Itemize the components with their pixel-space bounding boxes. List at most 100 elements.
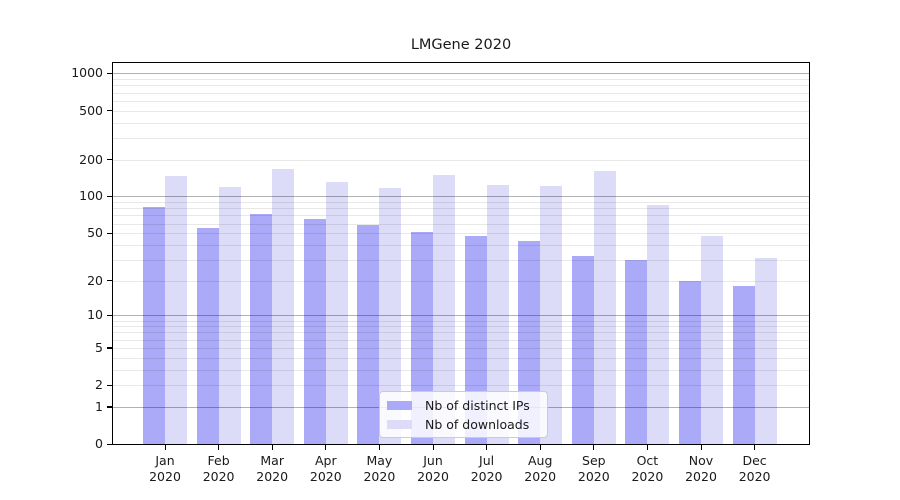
minor-gridline-4	[113, 357, 809, 359]
minor-gridline-600	[113, 100, 809, 102]
minor-gridline-7	[113, 332, 809, 334]
y-tick-label-100: 100	[79, 188, 103, 204]
legend-row-distinct-ips: Nb of distinct IPs	[387, 397, 538, 413]
bar-distinct-ips-feb	[196, 228, 219, 445]
x-tick-label-dec: Dec 2020	[727, 453, 783, 484]
x-tick-month: Jul	[479, 453, 495, 468]
x-tick-label-aug: Aug 2020	[512, 453, 568, 484]
x-tick-month: Oct	[636, 453, 659, 468]
x-tick-label-oct: Oct 2020	[619, 453, 675, 484]
x-tick-label-nov: Nov 2020	[673, 453, 729, 484]
y-tick-5	[107, 347, 112, 349]
x-tick-year: 2020	[738, 468, 771, 484]
y-tick-200	[107, 159, 112, 161]
minor-gridline-30	[113, 259, 809, 261]
minor-gridline-5	[113, 347, 809, 349]
minor-gridline-500	[113, 110, 809, 112]
x-tick-month: Mar	[260, 453, 284, 468]
bar-downloads-feb	[218, 186, 241, 445]
x-tick-month: Aug	[527, 453, 553, 468]
x-tick-year: 2020	[685, 468, 717, 484]
bar-downloads-oct	[647, 205, 670, 445]
bar-downloads-nov	[701, 236, 723, 445]
legend-label-distinct-ips: Nb of distinct IPs	[425, 397, 530, 413]
x-tick-month: Nov	[688, 453, 714, 468]
bar-distinct-ips-may	[357, 225, 380, 445]
y-tick-100	[107, 195, 112, 198]
minor-gridline-9	[113, 320, 809, 322]
major-gridline-10	[113, 315, 809, 317]
bar-downloads-mar	[272, 168, 295, 445]
x-tick-month: Dec	[742, 453, 767, 468]
x-tick-mar	[271, 445, 273, 450]
x-tick-year: 2020	[202, 468, 235, 484]
x-tick-apr	[325, 445, 327, 450]
x-tick-nov	[700, 445, 702, 450]
x-tick-feb	[218, 445, 220, 450]
x-tick-label-may: May 2020	[351, 453, 407, 484]
x-tick-year: 2020	[524, 468, 557, 484]
x-tick-year: 2020	[256, 468, 289, 484]
x-tick-year: 2020	[149, 468, 181, 484]
x-tick-month: Jan	[155, 453, 175, 468]
x-tick-label-jan: Jan 2020	[137, 453, 193, 484]
bar-downloads-jun	[433, 174, 455, 445]
y-tick-label-500: 500	[79, 102, 103, 118]
x-tick-label-mar: Mar 2020	[244, 453, 300, 484]
bar-downloads-jul	[486, 184, 509, 445]
x-tick-month: Sep	[582, 453, 606, 468]
x-tick-jun	[432, 445, 434, 450]
y-tick-10	[107, 314, 112, 317]
legend-swatch-distinct-ips	[387, 400, 412, 410]
bar-distinct-ips-dec	[732, 286, 755, 445]
y-tick-1000	[107, 72, 112, 75]
x-tick-year: 2020	[577, 468, 610, 484]
x-tick-year: 2020	[417, 468, 449, 484]
bar-distinct-ips-apr	[303, 219, 326, 445]
x-tick-label-sep: Sep 2020	[566, 453, 622, 484]
bar-distinct-ips-oct	[625, 259, 648, 445]
x-tick-may	[378, 445, 381, 450]
bar-distinct-ips-sep	[571, 256, 594, 445]
minor-gridline-20	[113, 280, 809, 282]
bar-distinct-ips-jan	[143, 206, 165, 445]
legend: Nb of distinct IPs Nb of downloads	[379, 391, 548, 438]
minor-gridline-90	[113, 202, 809, 204]
legend-swatch-downloads	[387, 419, 412, 429]
y-tick-1	[107, 406, 112, 408]
chart-title: LMGene 2020	[410, 37, 512, 53]
x-tick-label-feb: Feb 2020	[191, 453, 247, 484]
bar-distinct-ips-mar	[250, 213, 273, 445]
minor-gridline-40	[113, 244, 809, 246]
y-tick-20	[107, 280, 112, 282]
bar-downloads-apr	[325, 182, 348, 445]
legend-label-downloads: Nb of downloads	[425, 416, 530, 432]
x-tick-month: Apr	[314, 453, 337, 468]
minor-gridline-400	[113, 122, 809, 124]
bar-downloads-jan	[165, 176, 187, 445]
y-tick-label-1: 1	[95, 398, 103, 414]
y-tick-label-20: 20	[87, 272, 103, 288]
x-tick-month: Jun	[423, 453, 443, 468]
minor-gridline-60	[113, 223, 809, 225]
x-tick-label-apr: Apr 2020	[298, 453, 354, 484]
minor-gridline-3	[113, 369, 809, 371]
bar-distinct-ips-nov	[679, 280, 701, 445]
x-tick-jan	[164, 445, 166, 450]
x-tick-month: Feb	[207, 453, 230, 468]
minor-gridline-800	[113, 85, 809, 87]
x-tick-oct	[646, 445, 649, 450]
minor-gridline-200	[113, 159, 809, 161]
x-tick-year: 2020	[363, 468, 396, 484]
x-tick-jul	[486, 445, 488, 450]
y-tick-0	[107, 443, 112, 445]
x-tick-month: May	[366, 453, 393, 468]
x-tick-year: 2020	[631, 468, 664, 484]
minor-gridline-6	[113, 339, 809, 341]
minor-gridline-50	[113, 233, 809, 235]
x-tick-label-jul: Jul 2020	[459, 453, 515, 484]
x-tick-year: 2020	[309, 468, 342, 484]
